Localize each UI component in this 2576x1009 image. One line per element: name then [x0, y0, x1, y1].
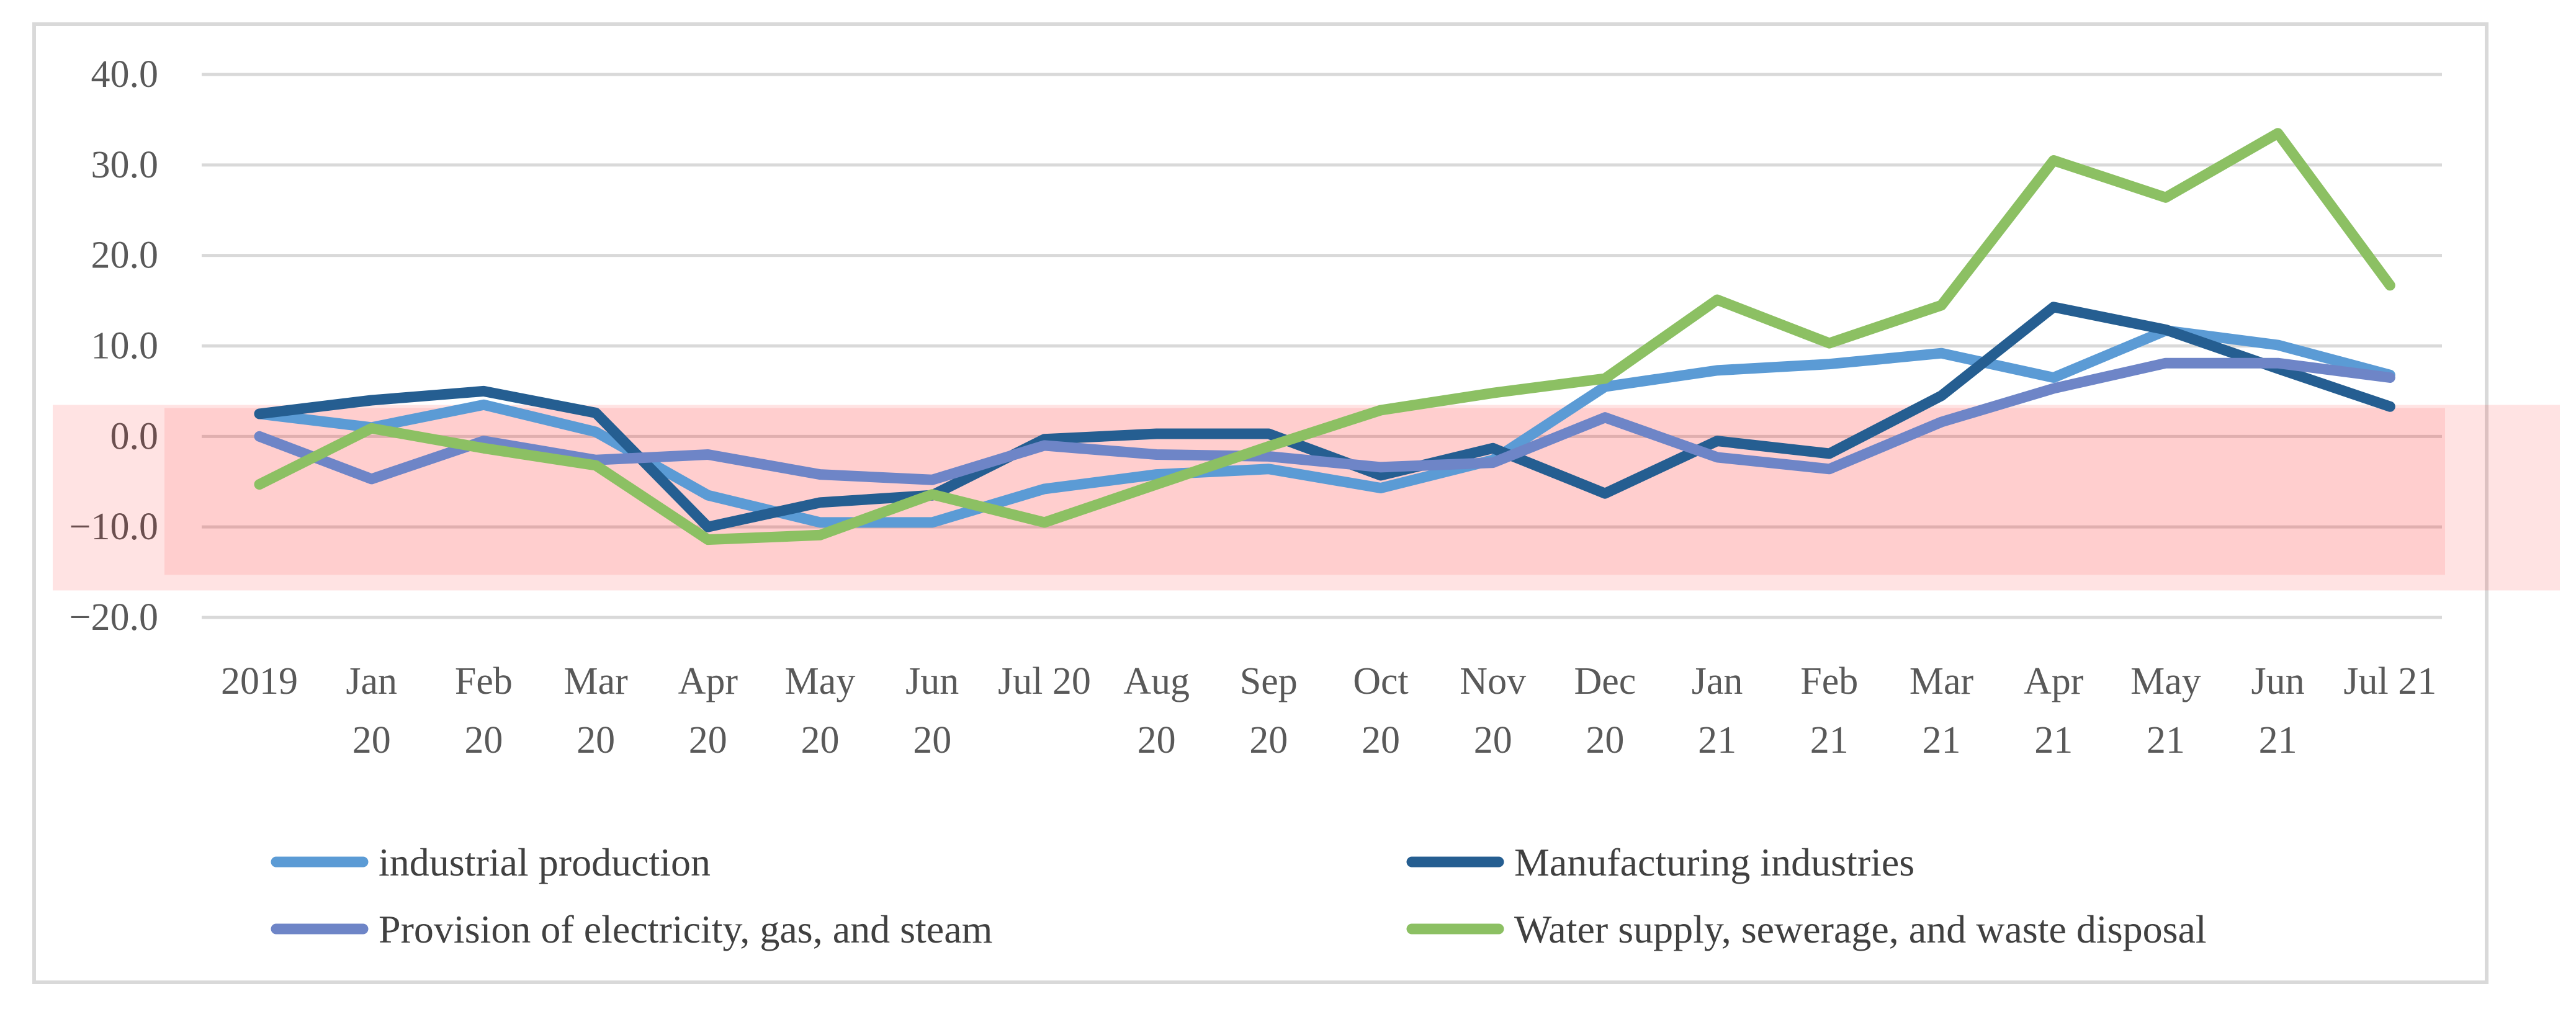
x-tick-label: 2019: [221, 660, 298, 702]
legend-label-1: industrial production: [379, 840, 711, 884]
y-axis-tick-labels: 40.0 30.0 20.0 10.0 0.0 −10.0 −20.0: [70, 53, 158, 639]
x-tick-label: Apr: [678, 660, 738, 702]
x-tick-label: Jul 21: [2343, 660, 2436, 702]
x-tick-label: 20: [801, 719, 840, 761]
y-tick-label: 20.0: [91, 235, 159, 277]
x-tick-label: 21: [2034, 719, 2073, 761]
x-tick-label: 20: [464, 719, 503, 761]
y-tick-label: 0.0: [110, 415, 159, 457]
x-tick-label: Jan: [1692, 660, 1743, 702]
x-tick-label: Nov: [1460, 660, 1526, 702]
series-line-1: [254, 325, 2395, 528]
series-line-4: [254, 128, 2395, 545]
x-tick-label: 20: [689, 719, 727, 761]
x-tick-label: Mar: [1910, 660, 1974, 702]
x-tick-label: 21: [1698, 719, 1736, 761]
x-tick-label: 21: [2147, 719, 2185, 761]
y-tick-label: 30.0: [91, 144, 159, 186]
x-tick-label: 20: [913, 719, 951, 761]
x-tick-label: Feb: [1800, 660, 1858, 702]
x-tick-label: May: [2130, 660, 2201, 702]
x-tick-label: 20: [1249, 719, 1288, 761]
x-tick-label: Apr: [2024, 660, 2084, 702]
legend: industrial production Manufacturing indus…: [271, 840, 2207, 951]
series-lines: [254, 128, 2395, 545]
x-tick-label: 20: [1474, 719, 1512, 761]
x-tick-label: Oct: [1353, 660, 1409, 702]
legend-label-4: Water supply, sewerage, and waste dispos…: [1514, 907, 2207, 951]
x-tick-label: Feb: [455, 660, 513, 702]
series-line-2: [254, 302, 2395, 532]
legend-label-3: Provision of electricity, gas, and steam: [379, 907, 992, 951]
x-tick-label: 21: [2259, 719, 2297, 761]
x-tick-label: Dec: [1574, 660, 1636, 702]
x-tick-label: Jan: [346, 660, 397, 702]
x-tick-label: May: [785, 660, 856, 702]
x-tick-label: 20: [1362, 719, 1400, 761]
x-tick-label: 21: [1810, 719, 1849, 761]
x-tick-label: 20: [1586, 719, 1624, 761]
x-axis-tick-labels: 2019 Jan 20 Feb 20 Mar 20 Apr 20 May 20 Jun 20 Jul 20…: [221, 660, 2436, 761]
y-tick-label: 10.0: [91, 325, 159, 367]
x-tick-label: 20: [577, 719, 615, 761]
x-tick-label: 20: [352, 719, 391, 761]
x-tick-label: 20: [1138, 719, 1176, 761]
y-tick-label: −10.0: [70, 506, 158, 548]
y-tick-label: −20.0: [70, 596, 158, 639]
x-tick-label: Jun: [905, 660, 959, 702]
legend-label-2: Manufacturing industries: [1514, 840, 1914, 884]
x-tick-label: Jul 20: [998, 660, 1091, 702]
x-tick-label: Jun: [2251, 660, 2305, 702]
chart-frame: [32, 22, 2488, 984]
x-tick-label: 21: [1923, 719, 1961, 761]
x-tick-label: Aug: [1123, 660, 1190, 702]
x-tick-label: Mar: [563, 660, 628, 702]
x-tick-label: Sep: [1240, 660, 1298, 702]
y-tick-label: 40.0: [91, 53, 159, 96]
series-line-3: [254, 357, 2395, 485]
